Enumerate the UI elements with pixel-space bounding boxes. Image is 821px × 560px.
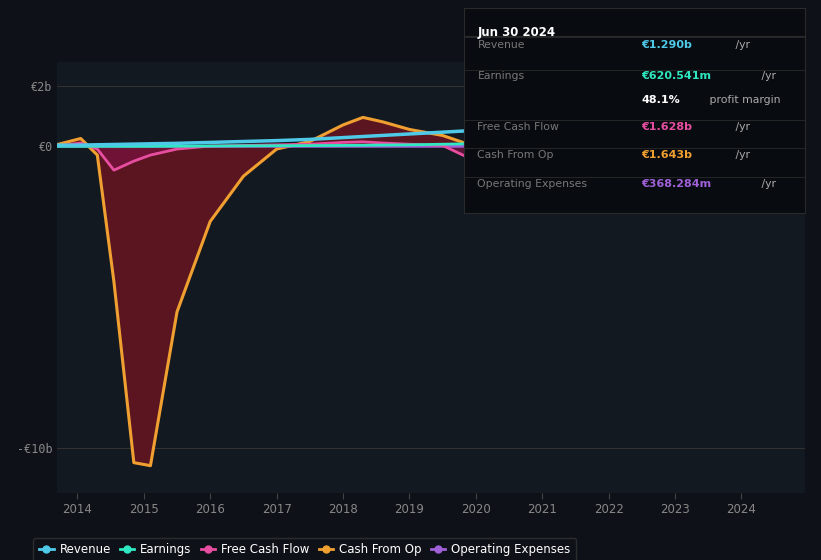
- Legend: Revenue, Earnings, Free Cash Flow, Cash From Op, Operating Expenses: Revenue, Earnings, Free Cash Flow, Cash …: [34, 538, 576, 560]
- Text: Cash From Op: Cash From Op: [478, 151, 554, 161]
- Text: €1.628b: €1.628b: [641, 122, 692, 132]
- Text: /yr: /yr: [732, 151, 750, 161]
- Text: /yr: /yr: [732, 122, 750, 132]
- Text: 48.1%: 48.1%: [641, 95, 680, 105]
- Text: Revenue: Revenue: [478, 40, 525, 50]
- Text: €368.284m: €368.284m: [641, 179, 711, 189]
- Text: €1.290b: €1.290b: [641, 40, 692, 50]
- Text: Earnings: Earnings: [478, 71, 525, 81]
- Text: €620.541m: €620.541m: [641, 71, 711, 81]
- Text: /yr: /yr: [732, 40, 750, 50]
- Text: Free Cash Flow: Free Cash Flow: [478, 122, 559, 132]
- Text: Operating Expenses: Operating Expenses: [478, 179, 588, 189]
- Text: profit margin: profit margin: [706, 95, 780, 105]
- Text: Jun 30 2024: Jun 30 2024: [478, 26, 556, 39]
- Text: €1.643b: €1.643b: [641, 151, 692, 161]
- Text: /yr: /yr: [758, 71, 776, 81]
- Text: /yr: /yr: [758, 179, 776, 189]
